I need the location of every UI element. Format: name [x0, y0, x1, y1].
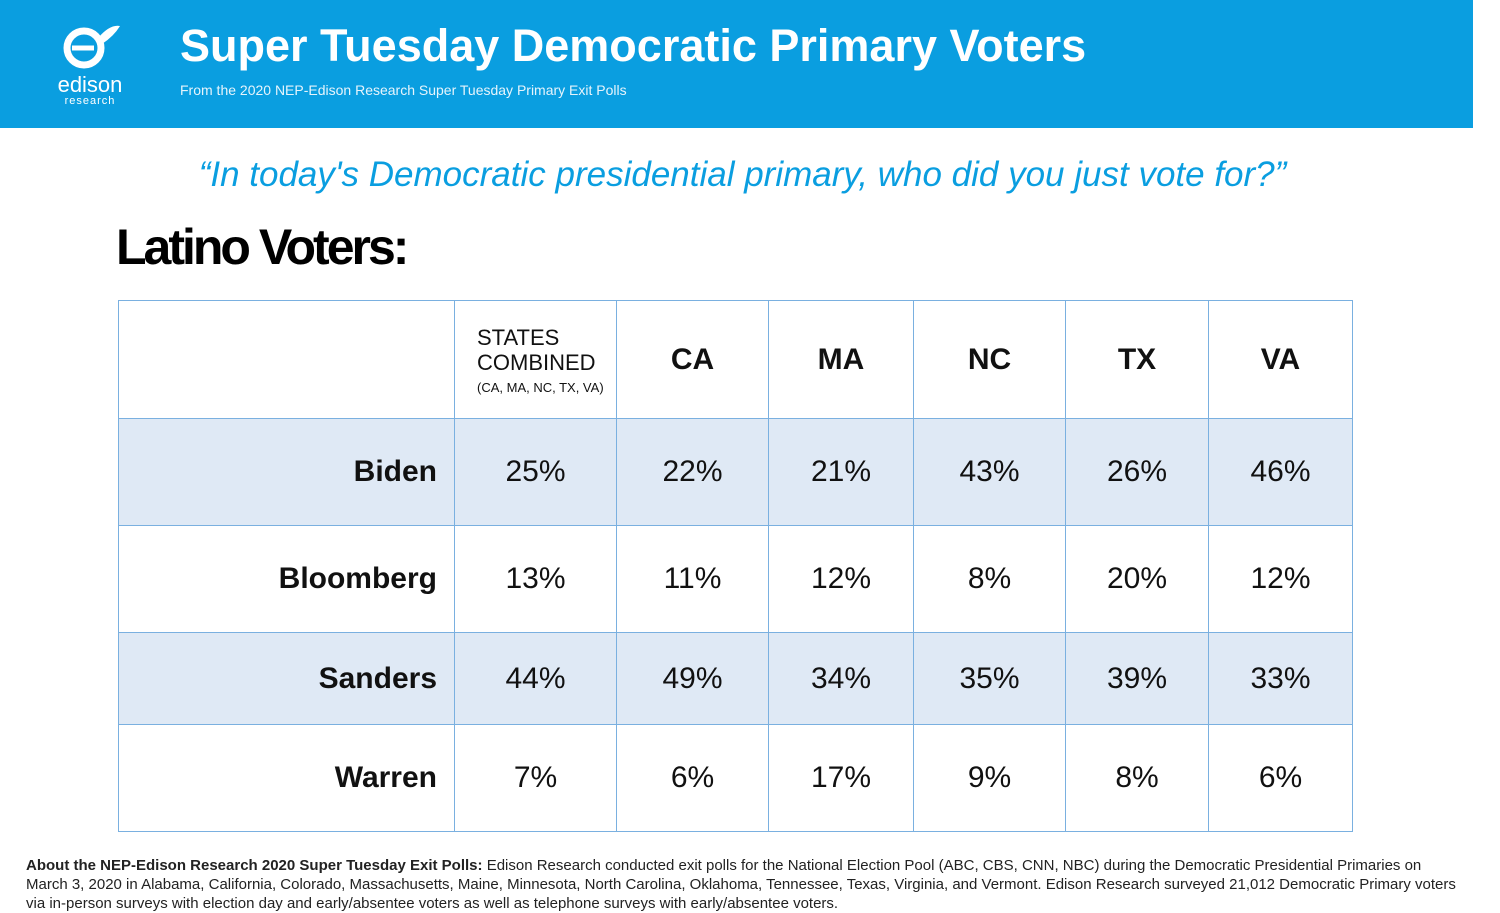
corner-cell: [118, 300, 455, 419]
row-label: Warren: [118, 724, 455, 832]
value-cell: 20%: [1065, 525, 1209, 633]
header-bar: [0, 0, 1473, 128]
value-cell: 8%: [1065, 724, 1209, 832]
value-cell: 21%: [768, 418, 914, 526]
column-header: TX: [1065, 300, 1209, 419]
row-label: Biden: [118, 418, 455, 526]
value-cell: 13%: [454, 525, 617, 633]
value-cell: 49%: [616, 632, 769, 725]
column-header: STATES COMBINED (CA, MA, NC, TX, VA): [454, 300, 617, 419]
value-cell: 8%: [913, 525, 1066, 633]
value-cell: 9%: [913, 724, 1066, 832]
value-cell: 7%: [454, 724, 617, 832]
row-label: Sanders: [118, 632, 455, 725]
column-header: NC: [913, 300, 1066, 419]
value-cell: 26%: [1065, 418, 1209, 526]
column-header: MA: [768, 300, 914, 419]
title: Super Tuesday Democratic Primary Voters: [180, 20, 1087, 71]
value-cell: 25%: [454, 418, 617, 526]
logo-tagline: research: [64, 95, 116, 107]
logo-icon: [63, 25, 120, 69]
column-note: (CA, MA, NC, TX, VA): [477, 379, 604, 395]
footer: About the NEP-Edison Research 2020 Super…: [26, 856, 1466, 913]
value-cell: 11%: [616, 525, 769, 633]
value-cell: 44%: [454, 632, 617, 725]
value-cell: 12%: [768, 525, 914, 633]
value-cell: 35%: [913, 632, 1066, 725]
value-cell: 6%: [616, 724, 769, 832]
value-cell: 39%: [1065, 632, 1209, 725]
footer-text: Edison Research conducted exit polls for…: [26, 857, 1456, 912]
row-label: Bloomberg: [118, 525, 455, 633]
subtitle: From the 2020 NEP-Edison Research Super …: [180, 82, 627, 98]
value-cell: 6%: [1208, 724, 1353, 832]
footer-heading: About the NEP-Edison Research 2020 Super…: [26, 857, 483, 874]
group-heading: Latino Voters:: [116, 219, 409, 275]
value-cell: 43%: [913, 418, 1066, 526]
question: “In today's Democratic presidential prim…: [198, 155, 1287, 194]
value-cell: 33%: [1208, 632, 1353, 725]
logo-name: edison: [57, 72, 123, 97]
value-cell: 17%: [768, 724, 914, 832]
value-cell: 46%: [1208, 418, 1353, 526]
value-cell: 22%: [616, 418, 769, 526]
column-label: STATES COMBINED: [477, 324, 596, 375]
value-cell: 34%: [768, 632, 914, 725]
column-header: VA: [1208, 300, 1353, 419]
column-header: CA: [616, 300, 769, 419]
value-cell: 12%: [1208, 525, 1353, 633]
